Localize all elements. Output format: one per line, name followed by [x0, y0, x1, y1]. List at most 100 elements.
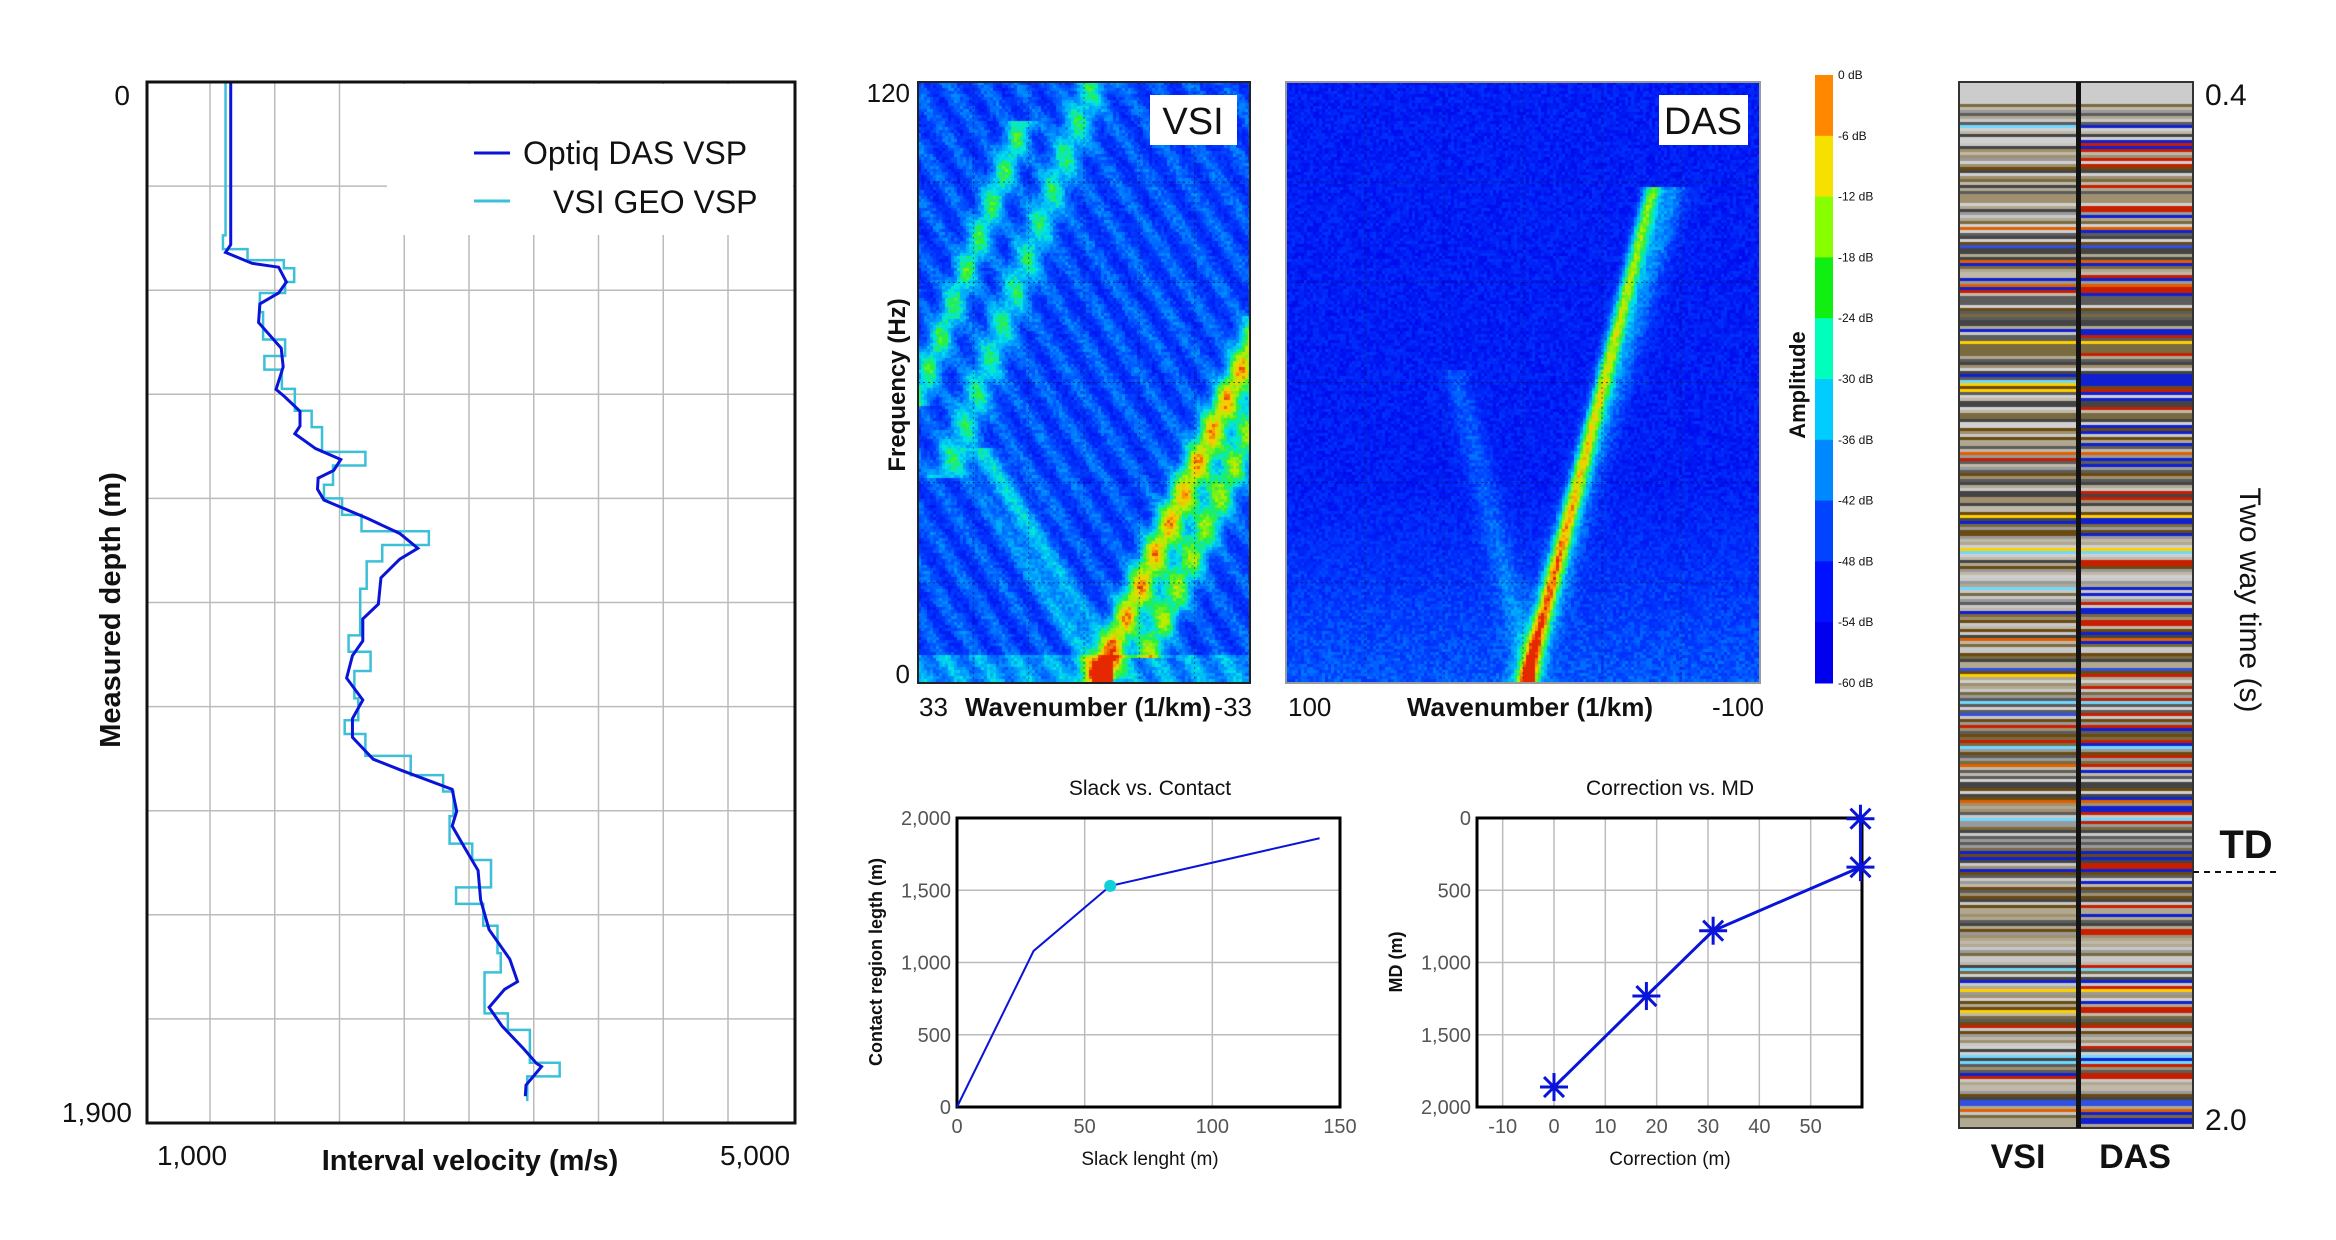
colorbar-segment: [1815, 500, 1833, 562]
x-tick-label: 5,000: [720, 1140, 790, 1171]
y-tick-label: 1,900: [62, 1097, 132, 1128]
colorbar-tick-label: -12 dB: [1838, 190, 1873, 204]
das-frame: [1285, 81, 1761, 684]
y-axis-label: MD (m): [1386, 932, 1406, 993]
asterisk-marker: [1632, 982, 1661, 1011]
y-tick-label: 2,000: [1421, 1097, 1471, 1119]
colorbar-label: Amplitude: [1785, 331, 1810, 439]
vsi-label-box: [1150, 95, 1237, 145]
marker-stroke: [1849, 856, 1872, 879]
y-tick-label: 2.0: [2205, 1104, 2247, 1137]
colorbar-segment: [1815, 622, 1833, 684]
velocity-grid: [147, 82, 795, 1123]
x-tick-label: 0: [951, 1116, 962, 1138]
y-axis-label: Two way time (s): [2233, 487, 2266, 712]
legend-label-vsi: VSI GEO VSP: [553, 184, 758, 220]
y-tick-label: 0: [1460, 808, 1471, 830]
x-tick-label: 150: [1323, 1116, 1356, 1138]
x-tick-label: 100: [1288, 692, 1331, 722]
spectra-grid: [918, 82, 1760, 683]
colorbar-segment: [1815, 561, 1833, 623]
x-axis-label: Slack lenght (m): [1081, 1149, 1218, 1170]
das-x-axis-label: Wavenumber (1/km): [1407, 692, 1653, 722]
correction-vs-md-chart: Correction vs. MD Correction (m) MD (m) …: [1386, 777, 1875, 1170]
td-label: TD: [2219, 823, 2272, 867]
das-panel-label: DAS: [1664, 101, 1742, 143]
y-tick-label: 0: [896, 659, 910, 689]
x-tick-label: 50: [1800, 1116, 1822, 1138]
fk-spectra: VSI DAS 120 0 Frequency (Hz) 33 -33 Wave…: [867, 68, 1874, 722]
y-tick-label: 500: [918, 1025, 951, 1047]
x-tick-label: 40: [1748, 1116, 1770, 1138]
colorbar-tick-label: 0 dB: [1838, 68, 1863, 82]
frequency-axis-label: Frequency (Hz): [884, 298, 911, 471]
legend-background: [387, 84, 793, 235]
velocity-plot-frame: [145, 80, 797, 1125]
series-line: [1552, 818, 1862, 1089]
series-line-das: [223, 82, 544, 1097]
colorbar-tick-label: -54 dB: [1838, 615, 1873, 629]
column-separator: [2076, 82, 2081, 1128]
x-tick-label: -100: [1712, 692, 1764, 722]
marker-stroke: [1635, 984, 1658, 1008]
vsi-x-axis-label: Wavenumber (1/km): [965, 692, 1211, 722]
colorbar-segment: [1815, 318, 1833, 380]
x-tick-label: 1,000: [157, 1140, 227, 1171]
colorbar-segment: [1815, 75, 1833, 137]
marker-stroke: [1542, 1075, 1566, 1099]
y-axis-label: Measured depth (m): [95, 472, 127, 748]
y-tick-label: 500: [1438, 880, 1471, 902]
x-tick-label: 10: [1594, 1116, 1616, 1138]
x-axis-label: Interval velocity (m/s): [322, 1145, 619, 1177]
x-tick-label: 100: [1196, 1116, 1229, 1138]
legend-label-das: Optiq DAS VSP: [523, 135, 747, 171]
y-tick-label: 2,000: [901, 808, 951, 830]
twt-comparison: 0.4 2.0 Two way time (s) TD VSI DAS: [1958, 79, 2280, 1176]
x-tick-label: 33: [919, 692, 948, 722]
colorbar-tick-label: -18 dB: [1838, 250, 1873, 264]
velocity-chart: 0 1,900 1,000 5,000 Interval velocity (m…: [62, 80, 797, 1177]
marker-stroke: [1702, 919, 1725, 942]
x-tick-label: -33: [1214, 692, 1252, 722]
colorbar-segment: [1815, 135, 1833, 198]
colorbar-tick-label: -48 dB: [1838, 554, 1873, 568]
chart-title: Slack vs. Contact: [1069, 777, 1231, 800]
y-tick-label: 120: [867, 78, 910, 108]
colorbar-tick-label: -6 dB: [1838, 129, 1867, 143]
asterisk-marker: [1699, 916, 1728, 945]
highlight-point: [1104, 879, 1117, 892]
series-line: [956, 837, 1320, 1108]
colorbar-tick-label: -36 dB: [1838, 433, 1873, 447]
y-tick-label: 0: [114, 80, 130, 111]
asterisk-marker: [1846, 804, 1875, 833]
colorbar-tick-label: -42 dB: [1838, 494, 1873, 508]
x-tick-label: 20: [1646, 1116, 1668, 1138]
colorbar-tick-label: -60 dB: [1838, 676, 1873, 690]
colorbar-segment: [1815, 439, 1833, 502]
colorbar-segment: [1815, 196, 1833, 258]
das-column-label: DAS: [2099, 1138, 2171, 1176]
legend: Optiq DAS VSP VSI GEO VSP: [474, 135, 758, 220]
das-label-box: [1659, 95, 1748, 145]
marker-stroke: [1849, 807, 1872, 830]
y-tick-label: 1,000: [1421, 953, 1471, 975]
x-tick-label: 30: [1697, 1116, 1719, 1138]
vsi-column-label: VSI: [1991, 1138, 2046, 1176]
asterisk-marker: [1540, 1073, 1568, 1102]
plot-frame: [955, 816, 1342, 1109]
x-tick-label: 0: [1548, 1116, 1559, 1138]
colorbar-tick-label: -30 dB: [1838, 372, 1873, 386]
colorbar-segment: [1815, 257, 1833, 319]
x-axis-label: Correction (m): [1609, 1149, 1730, 1170]
slack-vs-contact-chart: Slack vs. Contact Slack lenght (m) Conta…: [866, 777, 1357, 1170]
vsi-frame: [917, 81, 1251, 684]
y-tick-label: 0.4: [2205, 79, 2247, 112]
x-tick-label: -10: [1488, 1116, 1517, 1138]
x-tick-label: 50: [1074, 1116, 1096, 1138]
y-tick-label: 0: [940, 1097, 951, 1119]
vsi-panel-label: VSI: [1162, 101, 1223, 143]
colorbar-tick-label: -24 dB: [1838, 311, 1873, 325]
y-tick-label: 1,500: [1421, 1025, 1471, 1047]
